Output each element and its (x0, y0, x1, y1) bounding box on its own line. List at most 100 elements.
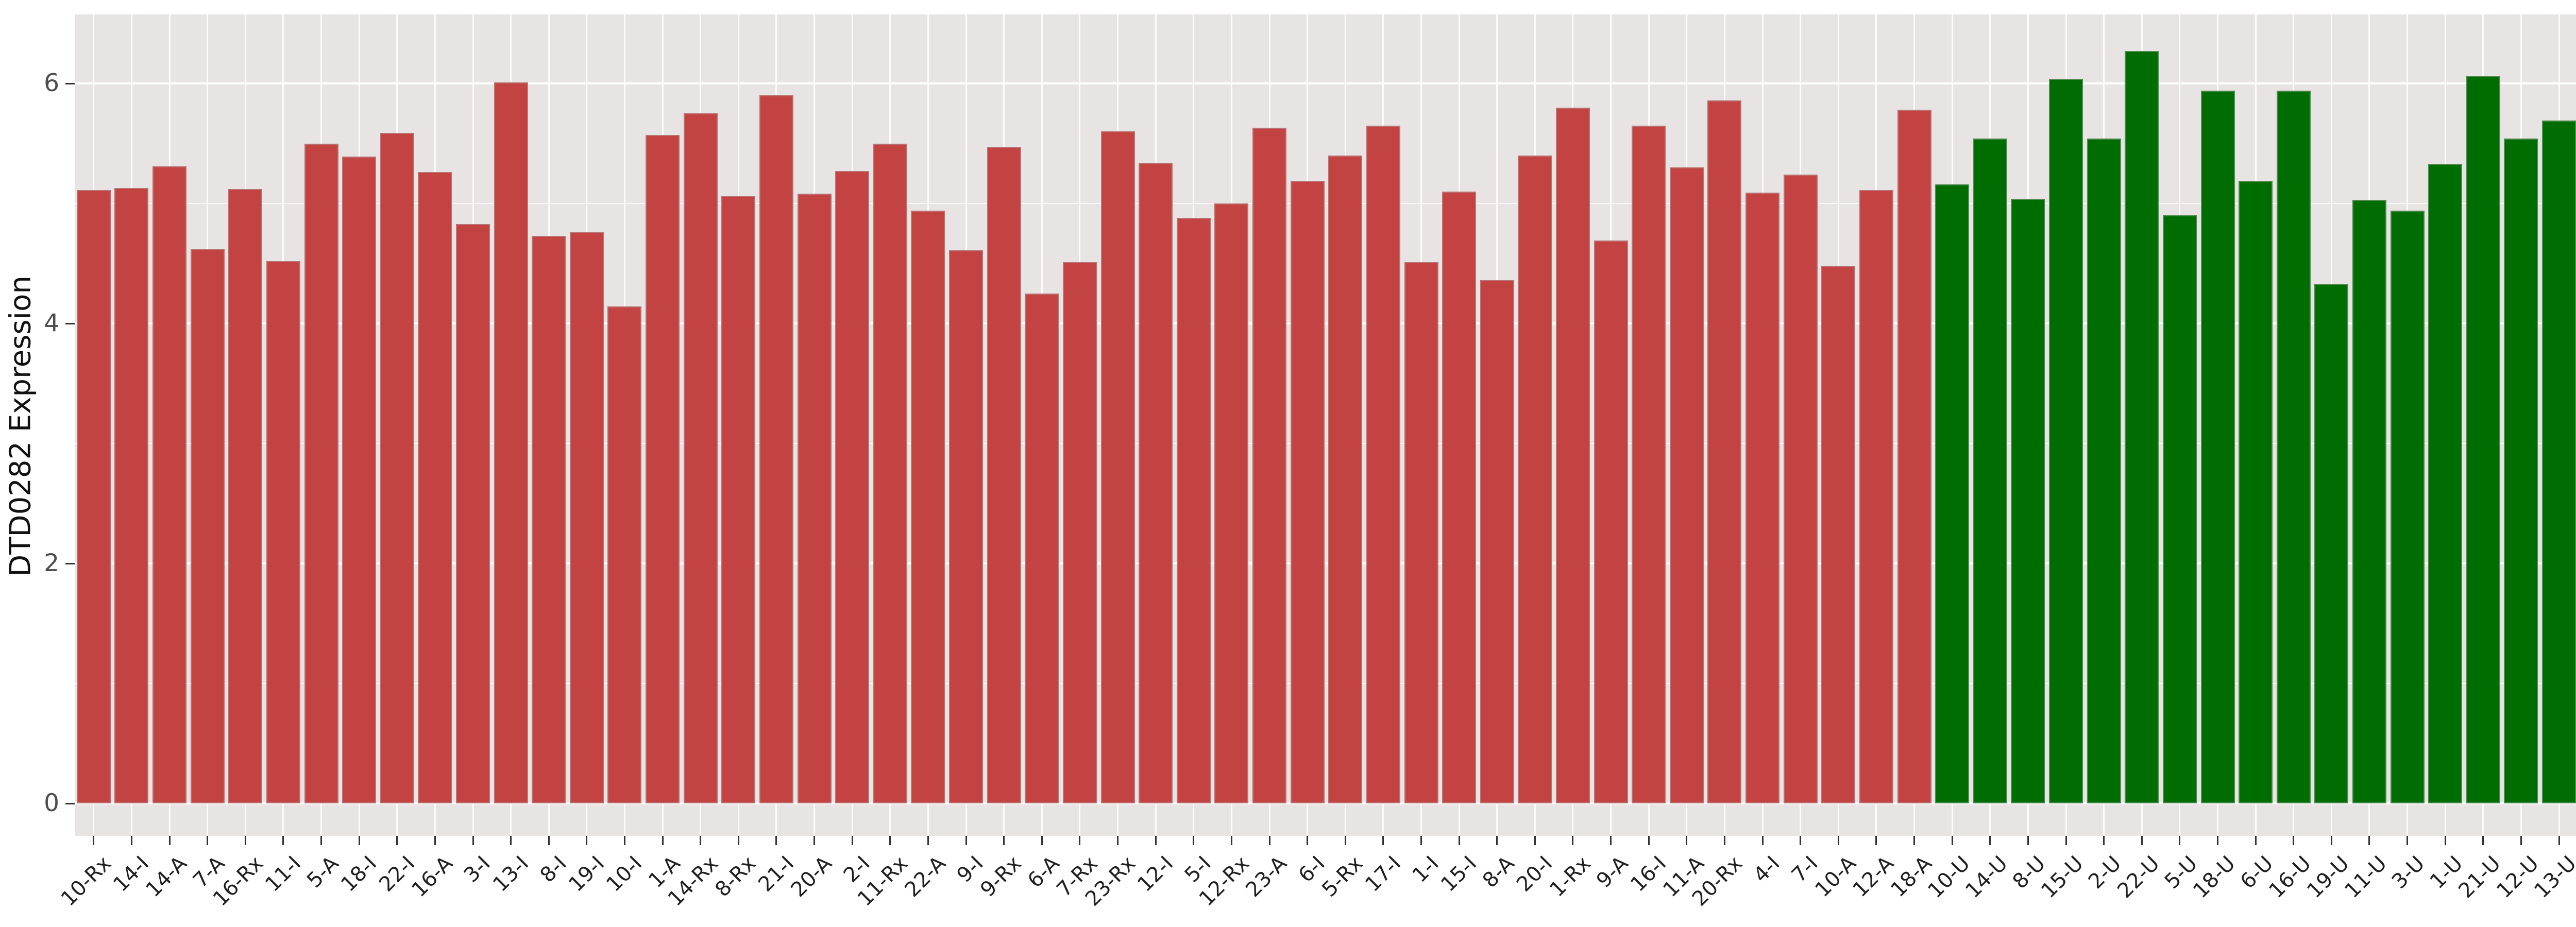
bar-23-Rx (1100, 131, 1135, 803)
x-tick-label: 10-A (1810, 851, 1861, 902)
x-tick-mark (700, 836, 702, 845)
x-tick-mark (2330, 836, 2332, 845)
x-tick-mark (396, 836, 398, 845)
bar-22-A (911, 210, 945, 803)
x-tick-label: 10-I (602, 851, 647, 897)
bar-18-I (342, 157, 377, 803)
x-tick-mark (1117, 836, 1119, 845)
x-tick-mark (586, 836, 588, 845)
bar-19-I (569, 232, 604, 803)
major-gridline (75, 322, 2576, 324)
y-tick-label: 4 (44, 309, 59, 337)
x-tick-mark (244, 836, 246, 845)
x-tick-mark (1041, 836, 1043, 845)
bar-12-U (2504, 139, 2538, 803)
x-tick-mark (472, 836, 474, 845)
bar-13-I (494, 82, 528, 803)
x-tick-mark (2027, 836, 2029, 845)
x-tick-label: 3-U (2387, 851, 2430, 894)
y-tick-mark (65, 802, 75, 804)
bar-16-I (1632, 125, 1666, 803)
x-tick-label: 16-A (407, 851, 457, 902)
y-tick-label: 2 (44, 549, 59, 577)
bar-5-I (1176, 217, 1211, 803)
x-tick-label: 11-I (260, 851, 306, 897)
x-tick-mark (2293, 836, 2295, 845)
bar-1-A (646, 135, 680, 803)
x-tick-label: 4-I (1749, 851, 1785, 887)
x-tick-mark (2444, 836, 2446, 845)
bar-14-Rx (683, 113, 718, 803)
bar-12-Rx (1214, 203, 1249, 803)
x-tick-mark (814, 836, 816, 845)
x-tick-label: 12-A (1848, 851, 1899, 902)
x-tick-label: 12-U (2492, 851, 2544, 903)
x-tick-mark (1572, 836, 1574, 845)
bar-16-A (418, 172, 452, 803)
x-tick-mark (2141, 836, 2143, 845)
x-tick-label: 10-Rx (56, 851, 116, 911)
x-tick-mark (1875, 836, 1877, 845)
x-tick-mark (1003, 836, 1005, 845)
bar-1-U (2428, 164, 2463, 803)
plot-panel (75, 14, 2576, 836)
bar-8-U (2011, 198, 2045, 803)
minor-gridline (75, 443, 2576, 444)
x-tick-mark (1155, 836, 1157, 845)
bar-10-U (1935, 184, 1970, 803)
x-tick-mark (1458, 836, 1460, 845)
bar-9-Rx (987, 147, 1021, 803)
x-tick-mark (1761, 836, 1764, 845)
x-tick-mark (1230, 836, 1232, 845)
x-tick-label: 10-U (1923, 851, 1975, 903)
x-tick-mark (282, 836, 284, 845)
bar-16-Rx (228, 189, 263, 803)
bar-5-U (2162, 215, 2197, 803)
x-tick-mark (889, 836, 891, 845)
bar-20-I (1518, 155, 1552, 803)
bar-22-I (380, 132, 414, 803)
x-tick-mark (207, 836, 209, 845)
x-tick-mark (965, 836, 967, 845)
y-tick-label: 6 (44, 69, 59, 97)
x-tick-label: 9-A (1592, 851, 1633, 893)
x-tick-mark (1686, 836, 1688, 845)
bar-11-U (2352, 200, 2386, 803)
x-tick-label: 16-U (2264, 851, 2316, 903)
x-tick-mark (1800, 836, 1802, 845)
x-tick-mark (320, 836, 323, 845)
x-tick-mark (358, 836, 360, 845)
x-tick-mark (2065, 836, 2067, 845)
bar-3-U (2390, 210, 2425, 803)
y-tick-label: 0 (44, 789, 59, 817)
x-tick-mark (1496, 836, 1498, 845)
x-tick-mark (130, 836, 132, 845)
x-tick-mark (1648, 836, 1650, 845)
x-tick-mark (662, 836, 664, 845)
bar-11-I (266, 261, 300, 803)
x-tick-mark (93, 836, 95, 845)
x-tick-mark (927, 836, 929, 845)
x-tick-label: 11-U (2340, 851, 2392, 903)
bar-18-U (2200, 90, 2235, 803)
bar-3-I (456, 224, 490, 803)
x-tick-mark (1344, 836, 1346, 845)
x-tick-label: 22-A (900, 851, 951, 902)
bar-10-Rx (76, 190, 111, 803)
x-tick-mark (1382, 836, 1384, 845)
x-tick-label: 3-I (460, 851, 496, 887)
x-tick-label: 14-U (1961, 851, 2012, 903)
bar-6-A (1025, 293, 1059, 803)
x-tick-mark (1989, 836, 1991, 845)
bar-2-U (2087, 139, 2121, 803)
x-tick-mark (1913, 836, 1916, 845)
bar-8-Rx (721, 196, 756, 803)
x-tick-mark (775, 836, 777, 845)
bar-6-U (2239, 180, 2273, 803)
bar-11-Rx (873, 143, 907, 803)
x-tick-mark (1268, 836, 1270, 845)
x-tick-label: 17-I (1360, 851, 1406, 897)
x-tick-mark (2368, 836, 2370, 845)
x-tick-mark (2255, 836, 2257, 845)
